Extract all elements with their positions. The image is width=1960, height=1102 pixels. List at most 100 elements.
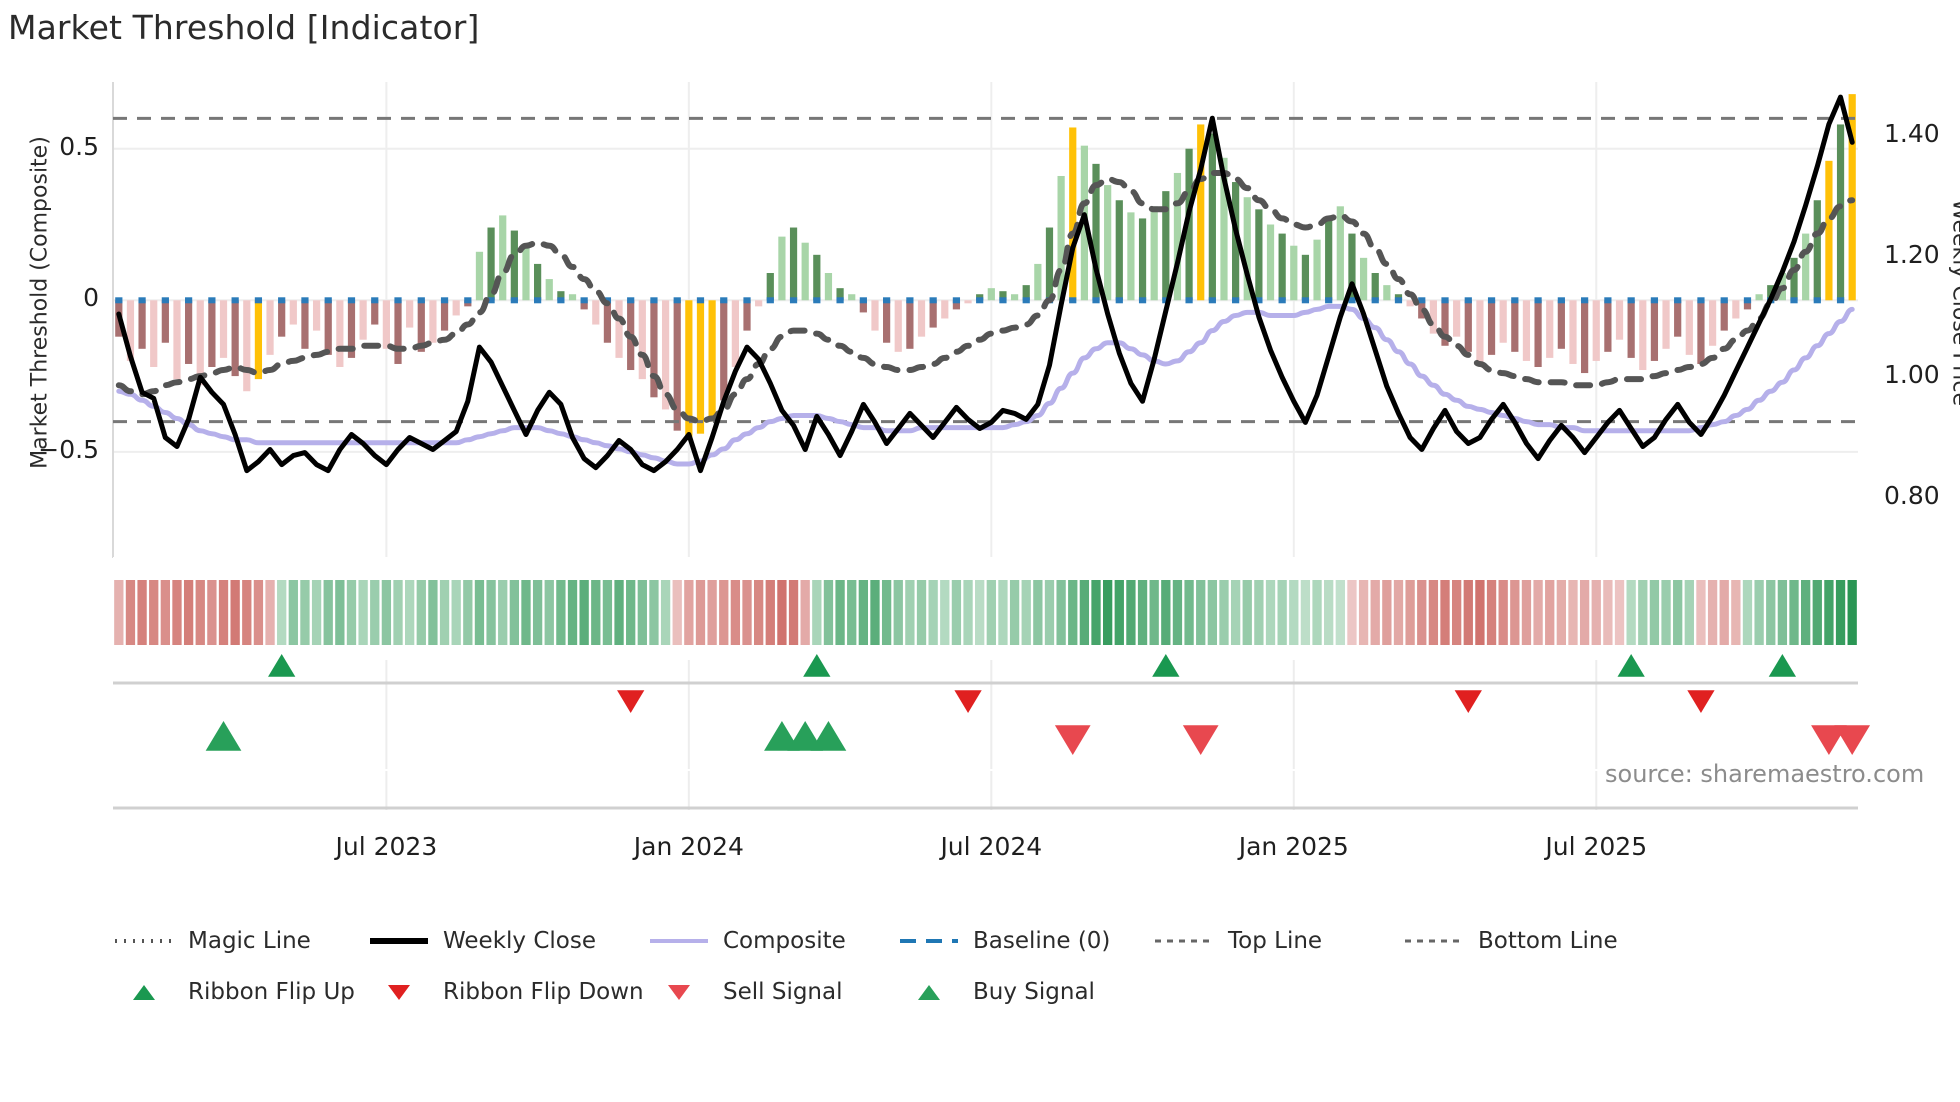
bar-77 [1010,294,1019,301]
ribbon-cell-63 [847,580,857,645]
bar-23 [382,300,390,349]
ribbon-cell-81 [1056,580,1066,645]
ribbon-cell-37 [544,580,554,645]
ribbon-cell-3 [149,580,159,645]
baseline-cap-14 [278,297,286,304]
bar-136 [1697,300,1705,364]
legend-label: Baseline (0) [973,928,1111,954]
baseline-cap-34 [510,297,518,304]
bar-140 [1743,300,1752,310]
baseline-cap-84 [1092,297,1100,304]
ribbon-cell-119 [1498,580,1508,645]
ribbon-cell-93 [1196,580,1206,645]
ribbon-cell-39 [567,580,578,645]
bar-26 [417,300,425,352]
ribbon-cell-34 [509,580,520,645]
legend-item-buy-signal[interactable]: Buy Signal [898,979,1153,1005]
ribbon-cell-107 [1358,580,1369,645]
ribbon-cell-38 [556,580,566,645]
legend-item-ribbon-flip-down[interactable]: Ribbon Flip Down [368,979,648,1005]
ribbon-flip-markers [268,654,1797,713]
ribbon-strip [114,580,1857,645]
dashed-gray-line-icon [1153,931,1215,951]
x-tick-0: Jul 2023 [335,832,438,861]
buy-signal-marker-1 [764,721,800,751]
bar-85 [1104,185,1112,301]
y-tick-left-1: 0 [83,283,99,313]
bar-119 [1499,300,1507,343]
ribbon-cell-45 [637,580,647,645]
ribbon-cell-8 [207,580,217,645]
bar-42 [603,300,612,343]
baseline-cap-62 [836,297,844,304]
bar-122 [1534,300,1542,367]
ribbon-flip-down-marker-3 [1687,690,1715,713]
ribbon-cell-126 [1579,580,1590,645]
bar-66 [883,300,891,343]
bar-76 [999,291,1007,301]
bar-38 [557,291,565,301]
x-tick-2: Jul 2024 [940,832,1043,861]
legend-item-ribbon-flip-up[interactable]: Ribbon Flip Up [113,979,368,1005]
ribbon-cell-141 [1754,580,1764,645]
sell-signal-marker-2 [1811,725,1847,755]
legend-item-sell-signal[interactable]: Sell Signal [648,979,898,1005]
baseline-cap-10 [231,297,239,304]
source-attribution: source: sharemaestro.com [1605,760,1925,788]
ribbon-cell-40 [579,580,589,645]
ribbon-cell-87 [1126,580,1136,645]
ribbon-cell-57 [777,580,787,645]
ribbon-cell-49 [684,580,694,645]
ribbon-cell-109 [1382,580,1392,645]
bar-106 [1348,233,1356,301]
bar-131 [1639,300,1647,371]
ribbon-cell-142 [1766,580,1776,645]
baseline-cap-26 [417,297,425,304]
bar-118 [1487,300,1496,355]
bar-117 [1476,300,1484,364]
bar-144 [1790,257,1798,301]
ribbon-cell-68 [905,580,915,645]
ribbon-cell-25 [404,580,415,645]
legend-item-bottom-line[interactable]: Bottom Line [1403,928,1663,954]
bar-54 [743,300,751,331]
legend-item-baseline-0[interactable]: Baseline (0) [898,928,1153,954]
bar-145 [1802,233,1810,301]
ribbon-cell-77 [1009,580,1020,645]
baseline-cap-4 [161,297,169,304]
ribbon-cell-11 [242,580,252,645]
baseline-cap-88 [1138,297,1147,304]
ribbon-cell-125 [1568,580,1578,645]
bar-36 [534,263,542,301]
trade-signal-markers [205,721,1871,755]
baseline-cap-2 [138,297,146,304]
ribbon-cell-10 [230,580,240,645]
bar-103 [1313,239,1321,301]
ribbon-cell-113 [1428,580,1439,645]
legend-item-composite[interactable]: Composite [648,928,898,954]
baseline-cap-0 [115,297,123,304]
ribbon-cell-66 [881,580,892,645]
legend-item-weekly-close[interactable]: Weekly Close [368,928,648,954]
ribbon-cell-79 [1033,580,1043,645]
ribbon-cell-6 [183,580,194,645]
ribbon-cell-12 [253,580,264,645]
ribbon-cell-94 [1207,580,1218,645]
ribbon-cell-111 [1405,580,1415,645]
baseline-cap-56 [766,297,774,304]
bar-130 [1627,300,1635,358]
ribbon-cell-23 [381,580,392,645]
legend-item-magic-line[interactable]: Magic Line [113,928,368,954]
baseline-cap-48 [673,297,681,304]
bar-10 [231,300,239,377]
bar-107 [1359,257,1368,301]
legend-label: Magic Line [188,928,311,954]
bar-75 [987,288,995,301]
bar-24 [394,300,402,364]
legend-item-top-line[interactable]: Top Line [1153,928,1403,954]
ribbon-cell-85 [1102,580,1113,645]
ribbon-cell-95 [1219,580,1229,645]
bar-109 [1383,285,1391,301]
bar-93 [1197,124,1205,301]
